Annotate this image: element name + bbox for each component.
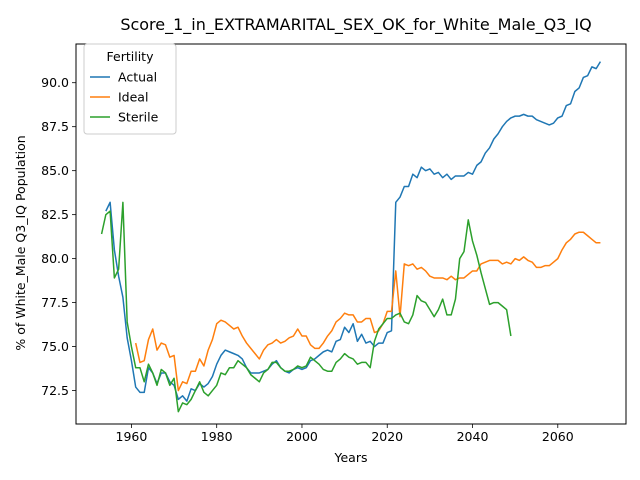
y-axis-title: % of White_Male Q3_IQ Population [13,135,28,350]
y-axis: 72.5 75.0 77.5 80.0 82.5 85.0 87.5 90.0 [41,75,76,398]
y-tick-label: 90.0 [41,75,69,90]
legend-label-sterile: Sterile [118,110,159,125]
y-tick-label: 85.0 [41,163,69,178]
y-tick-label: 72.5 [41,383,69,398]
y-tick-label: 75.0 [41,339,69,354]
x-axis-title: Years [334,450,368,465]
legend-label-ideal: Ideal [118,90,148,105]
y-tick-label: 80.0 [41,251,69,266]
x-tick-label: 2000 [286,429,318,444]
x-tick-label: 1980 [201,429,233,444]
x-axis: 1960 1980 2000 2020 2040 2060 [116,424,574,444]
legend-title: Fertility [107,49,155,64]
legend-label-actual: Actual [118,70,157,85]
x-tick-label: 2060 [542,429,574,444]
chart-title: Score_1_in_EXTRAMARITAL_SEX_OK_for_White… [120,15,591,35]
legend-box [83,43,177,135]
series-line-sterile [100,201,512,413]
series-line-actual [105,61,602,402]
legend-entries: Actual Ideal Sterile [90,70,159,125]
y-tick-label: 77.5 [41,295,69,310]
y-tick-label: 87.5 [41,119,69,134]
plot-frame [75,43,627,425]
x-tick-label: 2020 [371,429,403,444]
legend: Fertility Actual Ideal Sterile [83,43,177,135]
x-tick-label: 1960 [116,429,148,444]
series-line-ideal [134,231,601,392]
x-tick-label: 2040 [457,429,489,444]
y-tick-label: 82.5 [41,207,69,222]
series-layer [100,61,602,413]
